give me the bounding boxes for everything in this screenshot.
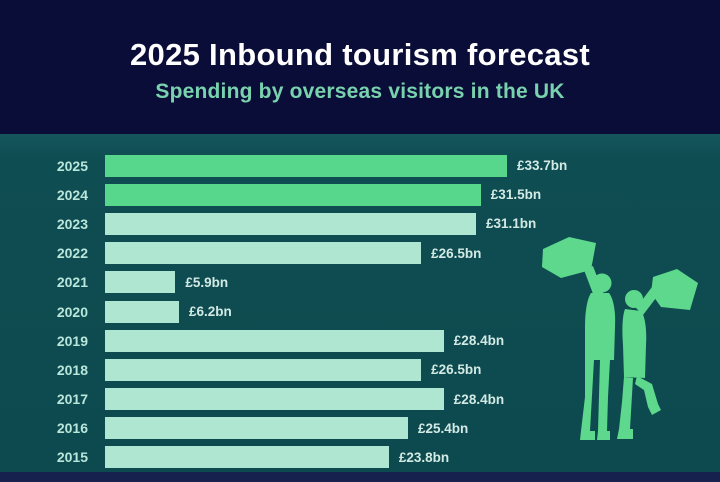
header: 2025 Inbound tourism forecast Spending b…: [0, 0, 720, 134]
year-label: 2023: [56, 215, 88, 232]
value-label: £31.5bn: [490, 187, 542, 203]
year-label: 2015: [56, 449, 88, 466]
map-icon: [651, 269, 698, 310]
chart-row-2025: 2025 £33.7bn: [0, 151, 720, 180]
page-subtitle: Spending by overseas visitors in the UK: [155, 79, 565, 103]
chart-row-2024: 2024 £31.5bn: [0, 180, 720, 209]
bar-2023: [105, 212, 476, 235]
chart-row-2017: 2017 £28.4bn: [0, 385, 720, 414]
map-icon: [542, 237, 596, 278]
value-label: £31.1bn: [486, 216, 537, 232]
bottom-strip: [0, 472, 720, 482]
year-label: 2022: [56, 245, 88, 262]
bar-2025: [105, 154, 507, 177]
tourists-illustration: [542, 237, 698, 440]
value-label: £28.4bn: [453, 391, 505, 407]
value-label: £33.7bn: [517, 158, 568, 174]
bar-2016: [105, 417, 408, 440]
bar-2019: [105, 329, 444, 352]
year-label: 2018: [56, 361, 88, 378]
value-label: £5.9bn: [185, 274, 229, 290]
chart-row-2021: 2021 £5.9bn: [0, 268, 720, 297]
bar-2018: [105, 358, 422, 381]
bar-2024: [105, 183, 481, 206]
year-label: 2016: [56, 420, 88, 437]
value-label: £26.5bn: [431, 245, 482, 261]
year-label: 2024: [56, 186, 88, 203]
chart-row-2023: 2023 £31.1bn: [0, 209, 720, 238]
value-label: £26.5bn: [431, 362, 482, 378]
year-label: 2020: [56, 303, 88, 320]
value-label: £28.4bn: [453, 333, 505, 349]
bar-chart: 2025 £33.7bn 2024 £31.5bn 2023 £31.1bn 2022 £26…: [0, 134, 720, 472]
chart-row-2019: 2019 £28.4bn: [0, 326, 720, 355]
chart-row-2022: 2022 £26.5bn: [0, 239, 720, 268]
year-label: 2019: [56, 332, 88, 349]
bar-2020: [105, 300, 179, 323]
value-label: £23.8bn: [398, 449, 450, 465]
bar-2021: [105, 271, 176, 294]
year-label: 2021: [56, 274, 88, 291]
bar-2017: [105, 388, 444, 411]
bar-2015: [105, 446, 389, 469]
page-title: 2025 Inbound tourism forecast: [129, 36, 591, 72]
chart-row-2015: 2015 £23.8bn: [0, 443, 720, 472]
year-label: 2017: [56, 391, 88, 408]
year-label: 2025: [56, 157, 88, 174]
chart-row-2016: 2016 £25.4bn: [0, 414, 720, 443]
bar-2022: [105, 242, 422, 265]
chart-row-2018: 2018 £26.5bn: [0, 355, 720, 384]
value-label: £6.2bn: [189, 304, 232, 320]
value-label: £25.4bn: [418, 420, 469, 436]
chart-row-2020: 2020 £6.2bn: [0, 297, 720, 326]
chart-rows: 2025 £33.7bn 2024 £31.5bn 2023 £31.1bn 2022 £26…: [0, 151, 720, 472]
